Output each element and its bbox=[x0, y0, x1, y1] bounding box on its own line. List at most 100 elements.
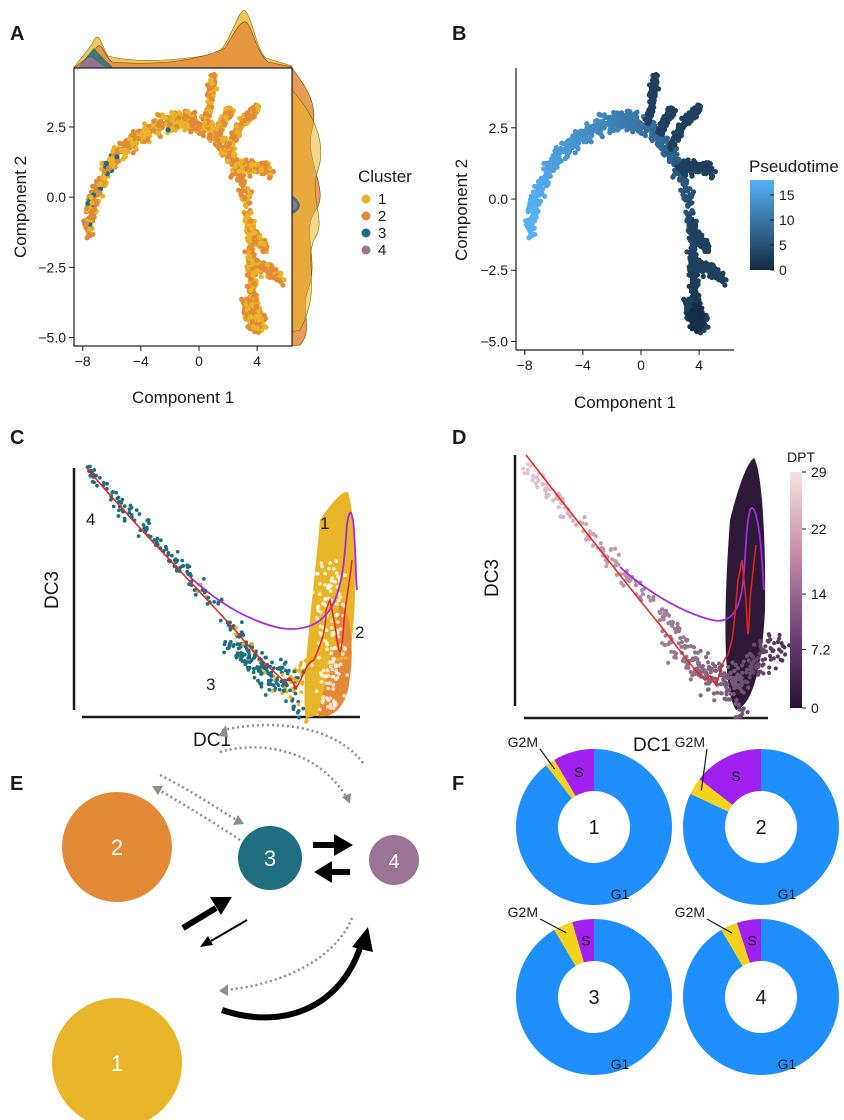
scatter-point bbox=[220, 118, 226, 124]
scatter-point bbox=[103, 160, 109, 167]
scatter-point bbox=[334, 602, 339, 606]
scatter-point bbox=[116, 495, 121, 500]
scatter-point bbox=[155, 122, 161, 129]
scatter-point bbox=[136, 534, 141, 538]
panel-a: −8 −4 0 42.50.0−2.5−5.0 Component 1 Compone… bbox=[11, 9, 412, 407]
y-axis-label-c: DC3 bbox=[42, 571, 63, 609]
scatter-point bbox=[260, 651, 264, 655]
scatter-point bbox=[176, 115, 182, 121]
scatter-point bbox=[125, 143, 131, 149]
scatter-point bbox=[336, 620, 340, 625]
scatter-point bbox=[695, 297, 701, 303]
scatter-point bbox=[642, 133, 649, 139]
scatter-point bbox=[158, 538, 163, 543]
scatter-point bbox=[693, 251, 699, 258]
scatter-point bbox=[280, 672, 285, 677]
scatter-point bbox=[329, 578, 334, 583]
colorbar-tick-label: 5 bbox=[779, 237, 787, 253]
donut-label-s: S bbox=[581, 933, 590, 949]
scatter-point bbox=[597, 112, 604, 118]
scatter-point bbox=[120, 156, 126, 162]
scatter-point bbox=[277, 273, 283, 279]
arrowhead-3-to-4 bbox=[334, 834, 353, 856]
scatter-point bbox=[242, 249, 248, 255]
y-tick-label: 0.0 bbox=[47, 189, 67, 205]
cluster-label-c-4: 4 bbox=[86, 510, 95, 529]
scatter-point bbox=[651, 96, 657, 102]
scatter-point bbox=[100, 174, 106, 181]
scatter-point bbox=[255, 665, 260, 669]
scatter-point bbox=[608, 547, 614, 552]
scatter-point bbox=[184, 122, 190, 128]
scatter-point bbox=[105, 481, 109, 486]
scatter-point bbox=[626, 108, 632, 114]
scatter-point bbox=[324, 681, 329, 686]
edge-1-to-4 bbox=[221, 944, 364, 1021]
scatter-point bbox=[559, 140, 565, 146]
scatter-point bbox=[528, 463, 533, 468]
scatter-point bbox=[708, 175, 715, 181]
scatter-point bbox=[308, 671, 312, 676]
scatter-point bbox=[709, 165, 715, 171]
scatter-point bbox=[342, 693, 347, 698]
scatter-point bbox=[164, 547, 169, 552]
scatter-point bbox=[618, 115, 624, 121]
scatter-point bbox=[666, 613, 672, 618]
scatter-point bbox=[92, 480, 96, 485]
scatter-point bbox=[693, 280, 700, 286]
scatter-point bbox=[572, 128, 579, 135]
scatter-point bbox=[730, 660, 735, 665]
scatter-point bbox=[317, 655, 321, 660]
scatter-point bbox=[202, 110, 208, 117]
scatter-point bbox=[321, 668, 326, 673]
scatter-point bbox=[692, 106, 698, 112]
scatter-point bbox=[677, 626, 682, 631]
scatter-point bbox=[638, 120, 644, 127]
scatter-point bbox=[252, 666, 256, 671]
scatter-point bbox=[317, 592, 322, 596]
scatter-point bbox=[741, 706, 746, 711]
scatter-point bbox=[243, 300, 249, 307]
scatter-point bbox=[252, 269, 258, 275]
scatter-point bbox=[752, 642, 757, 647]
scatter-point bbox=[686, 665, 691, 671]
scatter-point bbox=[754, 657, 759, 663]
scatter-point bbox=[98, 475, 102, 480]
scatter-point bbox=[93, 188, 99, 194]
scatter-point bbox=[300, 680, 305, 684]
scatter-point bbox=[310, 674, 315, 679]
scatter-point bbox=[252, 656, 256, 660]
scatter-point bbox=[684, 118, 690, 124]
scatter-point bbox=[273, 267, 279, 273]
scatter-point bbox=[218, 127, 224, 133]
scatter-point bbox=[158, 118, 164, 124]
scatter-point bbox=[109, 497, 113, 502]
legend-key-4 bbox=[361, 245, 371, 255]
scatter-point bbox=[700, 265, 706, 271]
scatter-point bbox=[624, 116, 630, 122]
scatter-point bbox=[331, 656, 336, 661]
scatter-point bbox=[202, 120, 208, 126]
scatter-point bbox=[128, 503, 133, 508]
scatter-point bbox=[696, 257, 702, 263]
scatter-point bbox=[268, 263, 274, 269]
colorbar-d bbox=[790, 472, 802, 708]
scatter-point bbox=[216, 141, 222, 148]
scatter-point bbox=[334, 613, 339, 618]
scatter-point bbox=[122, 504, 127, 508]
scatter-point bbox=[593, 127, 599, 134]
scatter-point bbox=[760, 657, 765, 663]
scatter-point bbox=[621, 583, 626, 588]
scatter-point bbox=[270, 169, 276, 175]
scatter-point bbox=[718, 691, 724, 696]
scatter-point bbox=[322, 602, 327, 607]
scatter-point bbox=[767, 633, 772, 638]
scatter-point bbox=[110, 148, 116, 154]
scatter-point bbox=[211, 71, 217, 78]
scatter-point bbox=[275, 666, 280, 671]
scatter-point bbox=[593, 118, 599, 124]
scatter-point bbox=[521, 466, 526, 471]
scatter-point bbox=[258, 265, 264, 271]
scatter-point bbox=[137, 512, 142, 516]
